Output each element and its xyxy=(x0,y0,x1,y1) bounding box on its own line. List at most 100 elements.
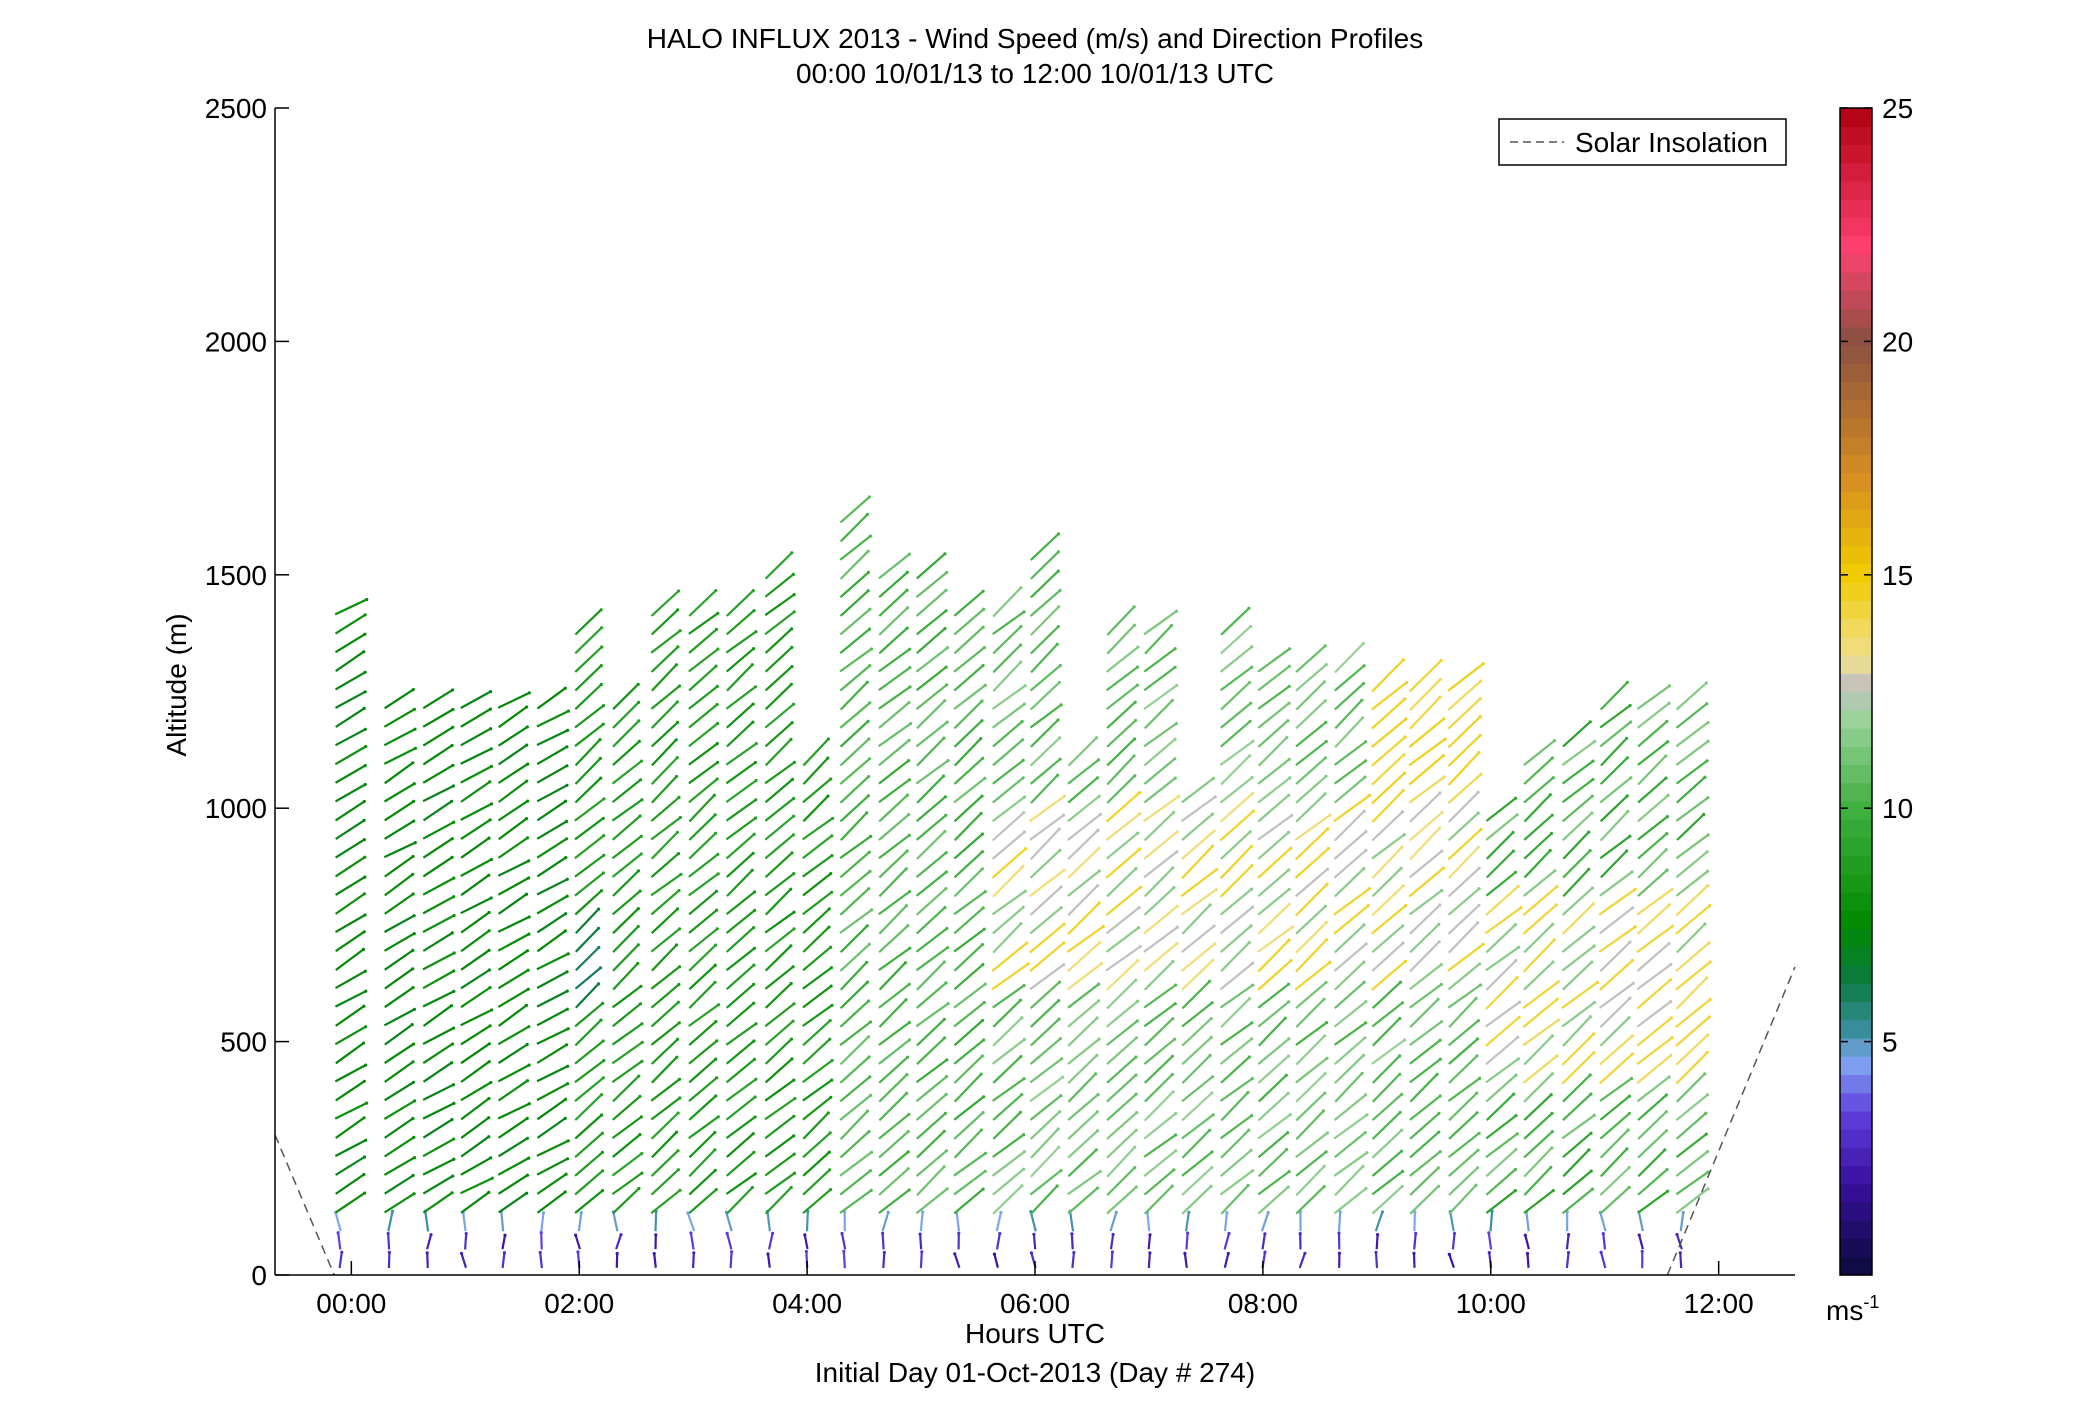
wind-arrow xyxy=(1029,1211,1037,1232)
wind-arrow xyxy=(1374,1211,1384,1232)
wind-arrow xyxy=(1219,845,1253,880)
colorbar-cell xyxy=(1840,1056,1872,1076)
wind-arrow xyxy=(688,1095,717,1121)
wind-arrow xyxy=(1485,885,1519,917)
wind-arrow-head xyxy=(942,960,946,964)
colorbar-cell xyxy=(1840,180,1872,200)
wind-arrow xyxy=(1447,773,1482,805)
wind-arrow-head xyxy=(713,980,717,984)
wind-arrow-head xyxy=(525,725,529,729)
wind-arrow xyxy=(1408,738,1446,767)
wind-arrow xyxy=(688,1149,716,1178)
wind-arrow xyxy=(334,970,366,990)
wind-arrow-head xyxy=(1325,882,1329,886)
wind-arrow-head xyxy=(1474,1183,1478,1187)
wind-arrow xyxy=(334,783,366,803)
wind-arrow xyxy=(1523,814,1553,841)
wind-arrow-head xyxy=(1286,719,1290,723)
wind-arrow-head xyxy=(1587,830,1591,834)
wind-arrow-head xyxy=(1478,733,1482,737)
wind-arrow-head xyxy=(979,1072,983,1076)
wind-arrow-head xyxy=(413,1099,417,1103)
wind-arrow-head xyxy=(753,1172,757,1176)
wind-arrow xyxy=(1143,757,1176,785)
wind-arrow-head xyxy=(907,778,912,782)
wind-arrow xyxy=(650,927,681,953)
wind-arrow-head xyxy=(1707,941,1711,945)
wind-arrow-head xyxy=(364,989,368,993)
wind-arrow-head xyxy=(1328,960,1332,964)
wind-arrow xyxy=(764,1186,792,1215)
wind-arrow-head xyxy=(387,1250,391,1254)
wind-arrow xyxy=(498,744,528,766)
wind-arrow-head xyxy=(1133,1145,1137,1149)
wind-arrow xyxy=(383,1192,415,1214)
wind-arrow xyxy=(726,589,755,617)
wind-arrow xyxy=(536,1027,569,1045)
wind-arrow xyxy=(1067,1017,1098,1047)
wind-arrow xyxy=(1295,757,1327,785)
wind-arrow xyxy=(1106,1166,1136,1196)
wind-arrow-head xyxy=(1018,998,1023,1002)
wind-arrow xyxy=(611,853,642,878)
wind-arrow xyxy=(915,589,947,617)
wind-arrow-head xyxy=(450,1118,454,1122)
wind-arrow xyxy=(611,760,643,785)
wind-profile xyxy=(1522,739,1560,1268)
wind-arrow xyxy=(497,933,530,952)
wind-arrow xyxy=(335,819,365,840)
wind-arrow-head xyxy=(487,1096,491,1101)
wind-arrow xyxy=(1408,850,1443,879)
wind-arrow xyxy=(1220,1184,1249,1215)
wind-arrow-head xyxy=(1096,758,1101,762)
wind-arrow xyxy=(383,841,416,859)
wind-arrow-head xyxy=(1328,813,1332,817)
wind-arrow-head xyxy=(564,799,568,803)
wind-arrow-head xyxy=(412,819,416,823)
wind-arrow-head xyxy=(1289,959,1293,963)
wind-arrow xyxy=(1675,1034,1709,1066)
wind-arrow xyxy=(334,1102,368,1120)
wind-arrow xyxy=(1409,983,1442,1009)
colorbar-cell xyxy=(1840,1202,1872,1221)
wind-arrow-head xyxy=(1287,1037,1291,1041)
wind-arrow-head xyxy=(1366,904,1370,908)
wind-arrow xyxy=(803,1234,809,1250)
wind-arrow-head xyxy=(638,1094,642,1099)
wind-arrow xyxy=(422,800,453,822)
wind-arrow-head xyxy=(1362,980,1366,984)
wind-arrow-head xyxy=(676,1000,681,1004)
wind-arrow-head xyxy=(790,645,794,650)
wind-arrow-head xyxy=(601,871,606,875)
wind-arrow-head xyxy=(526,968,530,972)
wind-arrow xyxy=(916,775,945,804)
wind-arrow xyxy=(1294,847,1330,879)
wind-arrow-head xyxy=(1056,625,1060,629)
wind-arrow xyxy=(574,723,604,747)
wind-arrow-head xyxy=(1588,720,1592,724)
wind-arrow-head xyxy=(1364,1021,1368,1025)
wind-arrow-head xyxy=(1249,624,1253,628)
wind-arrow-head xyxy=(1138,791,1142,795)
wind-arrow-head xyxy=(1170,1054,1175,1058)
wind-arrow xyxy=(1413,1212,1416,1232)
wind-arrow xyxy=(915,721,948,748)
wind-arrow-head xyxy=(752,647,756,651)
wind-arrow-head xyxy=(830,1078,834,1082)
wind-arrow-head xyxy=(488,707,492,711)
y-tick-label: 1000 xyxy=(205,793,267,824)
wind-arrow xyxy=(1675,740,1709,766)
wind-arrow-head xyxy=(1401,941,1405,945)
wind-arrow xyxy=(725,647,755,673)
wind-arrow-head xyxy=(790,551,794,555)
wind-arrow xyxy=(1675,721,1709,748)
wind-arrow xyxy=(500,1211,505,1232)
wind-arrow-head xyxy=(945,570,949,575)
wind-arrow-head xyxy=(980,943,985,947)
wind-arrow-head xyxy=(525,779,529,783)
wind-arrow xyxy=(839,851,871,879)
wind-arrow-head xyxy=(1323,644,1327,648)
wind-arrow-head xyxy=(1362,867,1366,871)
wind-profile xyxy=(1561,720,1600,1269)
wind-arrow xyxy=(1562,1170,1592,1196)
